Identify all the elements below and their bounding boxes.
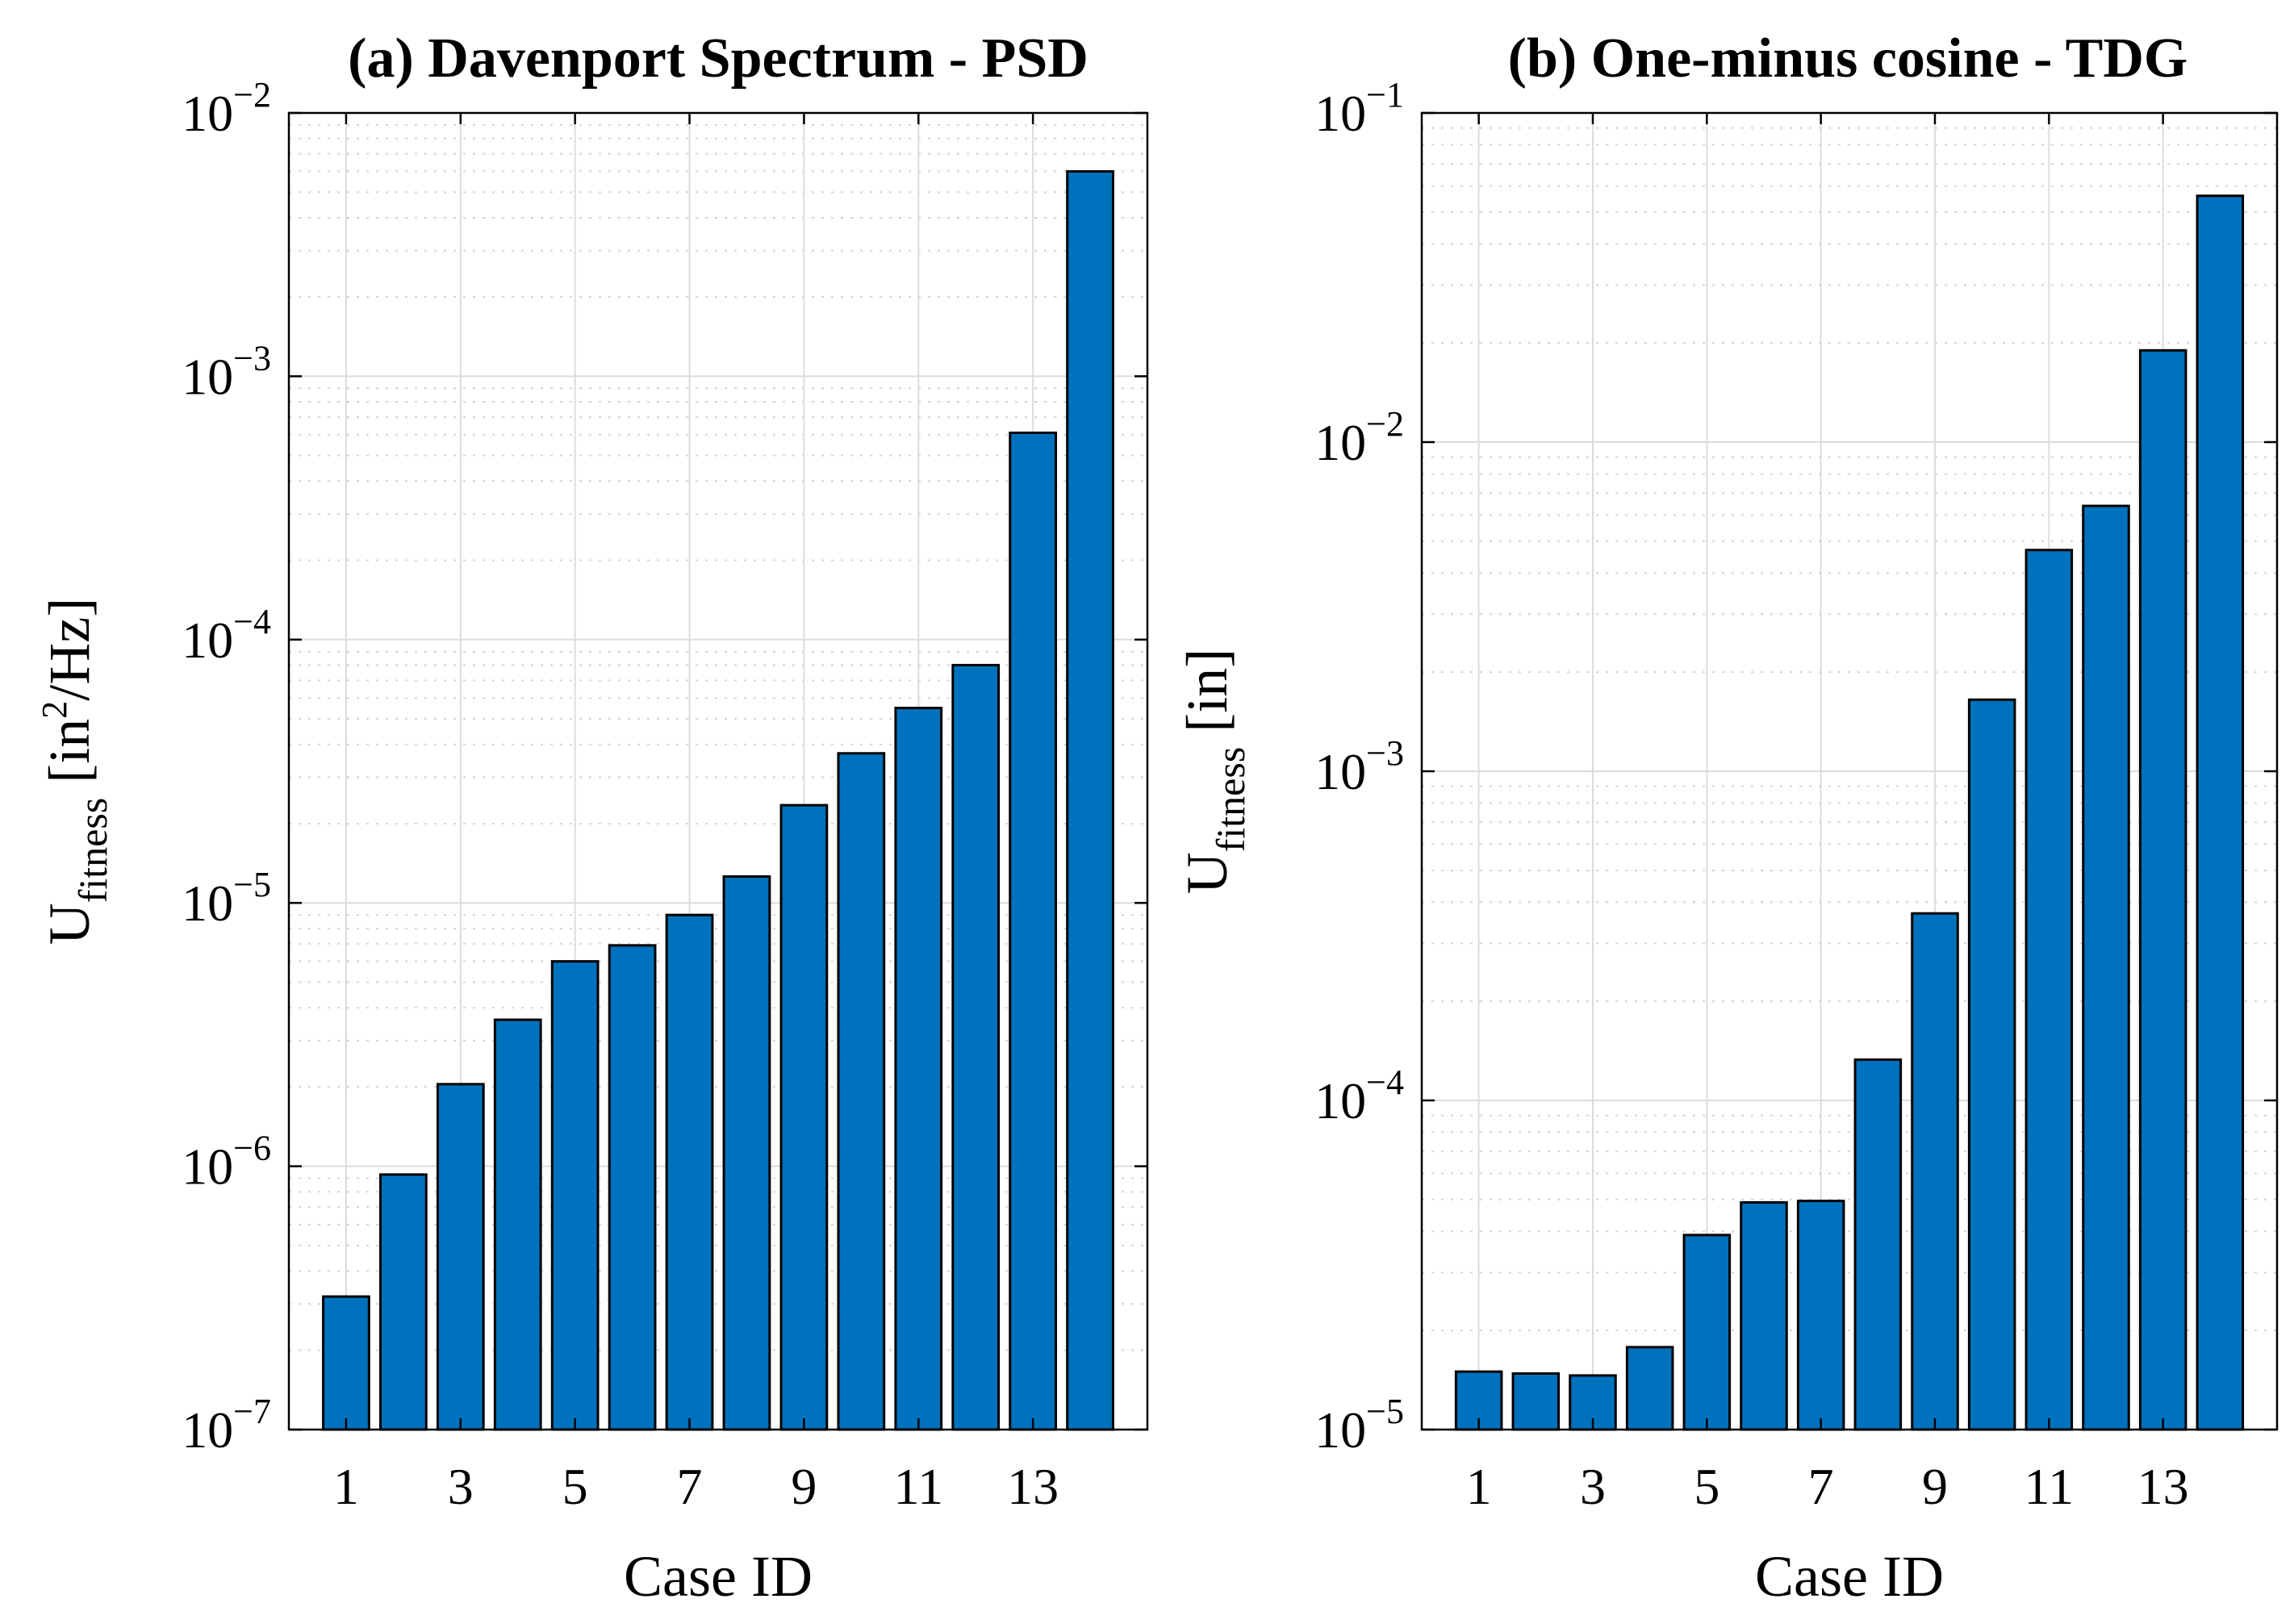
- y-tick-base: 10: [1314, 414, 1366, 471]
- plot-frame: [287, 111, 1149, 1431]
- chart-title: (a) Davenport Spectrum - PSD: [348, 27, 1089, 90]
- y-tick-exponent: −1: [1366, 75, 1404, 115]
- bar-case-12: [951, 663, 1001, 1431]
- bar-case-10: [837, 752, 886, 1431]
- bar-case-1: [322, 1295, 370, 1431]
- grid: [1422, 113, 2277, 1430]
- y-tick-base: 10: [1314, 743, 1366, 800]
- bar-case-8: [1853, 1058, 1903, 1431]
- bar-case-5: [1682, 1234, 1732, 1431]
- bar-case-2: [1511, 1372, 1561, 1431]
- x-tick-label: 7: [1808, 1458, 1834, 1515]
- bar-case-4: [493, 1018, 542, 1431]
- y-tick-base: 10: [1314, 1401, 1366, 1459]
- y-tick-exponent: −7: [233, 1392, 271, 1431]
- y-label-subscript: fitness: [1208, 747, 1253, 853]
- bar-case-4: [1625, 1346, 1674, 1431]
- chart-title: (b) One-minus cosine - TDG: [1508, 27, 2188, 90]
- y-tick-base: 10: [182, 85, 233, 142]
- y-label-unit-superscript: 2: [35, 701, 74, 719]
- bar-case-2: [378, 1173, 428, 1431]
- bar-case-13: [2138, 349, 2187, 1431]
- bar-case-13: [1009, 431, 1058, 1431]
- y-tick-label: 10−5: [1314, 1392, 1404, 1459]
- y-tick-label: 10−4: [182, 602, 271, 669]
- y-tick-exponent: −3: [233, 338, 271, 378]
- y-label-base: U: [1175, 852, 1239, 894]
- x-tick-label: 7: [677, 1458, 703, 1515]
- x-tick-label: 11: [893, 1458, 943, 1515]
- y-tick-base: 10: [182, 1401, 233, 1459]
- y-tick-exponent: −2: [233, 75, 271, 115]
- x-tick-label: 5: [1694, 1458, 1719, 1515]
- x-tick-label: 1: [1466, 1458, 1492, 1515]
- y-label-base: U: [37, 903, 102, 945]
- y-label-unit-tail: /Hz]: [37, 598, 102, 701]
- bar-case-9: [779, 804, 829, 1431]
- y-axis-label: Ufitness [in2/Hz]: [35, 598, 115, 945]
- bar-case-11: [2024, 549, 2074, 1431]
- x-axis-label: Case ID: [1755, 1544, 1944, 1609]
- bar-case-5: [550, 960, 600, 1431]
- y-tick-exponent: −6: [233, 1129, 271, 1168]
- x-tick-label: 13: [1007, 1458, 1059, 1515]
- y-tick-label: 10−3: [182, 338, 271, 405]
- y-tick-base: 10: [182, 612, 233, 669]
- bar-case-14: [2196, 194, 2245, 1431]
- bar-case-7: [1796, 1200, 1845, 1431]
- bars: [322, 169, 1114, 1431]
- bar-case-12: [2082, 504, 2130, 1431]
- y-tick-label: 10−2: [1314, 404, 1404, 471]
- x-tick-label: 1: [333, 1458, 359, 1515]
- y-tick-label: 10−4: [1314, 1062, 1404, 1129]
- bar-case-8: [722, 875, 771, 1431]
- y-label-unit: [in: [37, 719, 102, 798]
- y-tick-base: 10: [182, 348, 233, 405]
- y-tick-label: 10−3: [1314, 733, 1404, 800]
- y-tick-base: 10: [182, 875, 233, 932]
- y-label-unit: [in]: [1175, 649, 1239, 747]
- y-tick-label: 10−1: [1314, 75, 1404, 142]
- x-tick-label: 11: [2024, 1458, 2075, 1515]
- bar-case-7: [665, 913, 714, 1431]
- x-tick-label: 3: [448, 1458, 474, 1515]
- x-tick-label: 13: [2137, 1458, 2189, 1515]
- y-tick-base: 10: [1314, 85, 1366, 142]
- bars: [1454, 194, 2245, 1431]
- x-tick-label: 3: [1580, 1458, 1606, 1515]
- y-tick-base: 10: [182, 1138, 233, 1196]
- bar-case-3: [436, 1083, 485, 1431]
- y-tick-label: 10−6: [182, 1129, 271, 1196]
- x-tick-label: 5: [562, 1458, 588, 1515]
- y-tick-label: 10−7: [182, 1392, 271, 1459]
- y-tick-label: 10−5: [182, 865, 271, 932]
- bar-case-10: [1967, 698, 2016, 1431]
- bar-case-14: [1066, 169, 1114, 1431]
- bar-case-9: [1911, 912, 1959, 1431]
- y-tick-exponent: −2: [1366, 404, 1404, 444]
- y-tick-exponent: −3: [1366, 733, 1404, 773]
- y-tick-exponent: −4: [1366, 1062, 1404, 1102]
- y-tick-exponent: −5: [233, 865, 271, 904]
- bar-case-11: [894, 707, 943, 1431]
- bar-case-6: [1740, 1200, 1788, 1431]
- bar-case-6: [608, 944, 657, 1431]
- x-axis-label: Case ID: [624, 1544, 813, 1609]
- x-tick-label: 9: [791, 1458, 817, 1515]
- y-axis-label: Ufitness [in]: [1175, 649, 1253, 895]
- y-tick-exponent: −4: [233, 602, 271, 641]
- y-tick-exponent: −5: [1366, 1392, 1404, 1431]
- y-tick-base: 10: [1314, 1072, 1366, 1129]
- y-tick-label: 10−2: [182, 75, 271, 142]
- y-label-subscript: fitness: [70, 798, 115, 904]
- x-tick-label: 9: [1922, 1458, 1948, 1515]
